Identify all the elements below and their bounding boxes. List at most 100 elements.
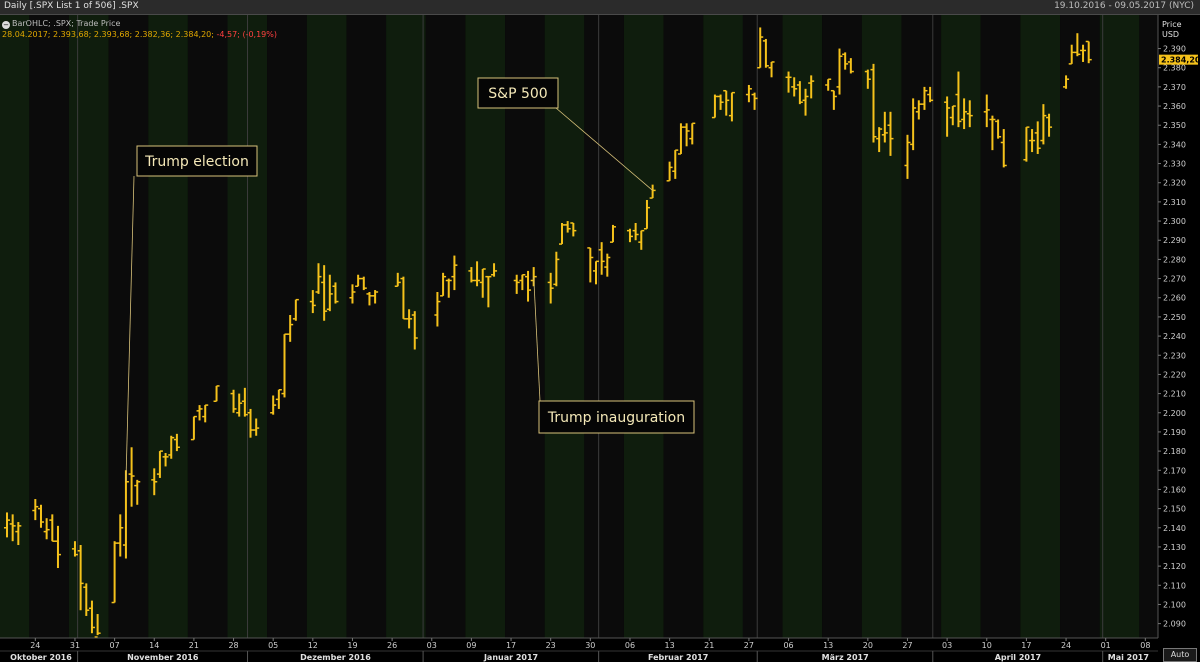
ohlc-bar[interactable] xyxy=(717,94,724,110)
ohlc-bar[interactable] xyxy=(128,447,135,507)
ohlc-bar[interactable] xyxy=(983,94,990,128)
ohlc-bar[interactable] xyxy=(830,89,837,110)
ohlc-bar[interactable] xyxy=(881,111,888,143)
ohlc-bar[interactable] xyxy=(802,88,809,116)
ohlc-bar[interactable] xyxy=(1080,44,1087,62)
ohlc-bar[interactable] xyxy=(638,229,645,250)
ohlc-bar[interactable] xyxy=(292,298,299,321)
ohlc-bar[interactable] xyxy=(71,541,78,557)
ohlc-bar[interactable] xyxy=(808,75,815,99)
ohlc-bar[interactable] xyxy=(989,115,996,151)
ohlc-bar[interactable] xyxy=(711,94,718,119)
ohlc-bar[interactable] xyxy=(406,309,413,329)
ohlc-bar[interactable] xyxy=(355,274,362,287)
ohlc-bar[interactable] xyxy=(598,242,605,275)
ohlc-bar[interactable] xyxy=(321,265,328,321)
ohlc-bar[interactable] xyxy=(43,518,50,540)
ohlc-bar[interactable] xyxy=(202,404,209,423)
ohlc-bar[interactable] xyxy=(485,275,492,308)
ohlc-bar[interactable] xyxy=(394,272,401,287)
ohlc-bar[interactable] xyxy=(1085,40,1092,64)
ohlc-bar[interactable] xyxy=(111,541,118,604)
ohlc-bar[interactable] xyxy=(49,514,56,542)
ohlc-bar[interactable] xyxy=(151,468,158,496)
ohlc-bar[interactable] xyxy=(836,48,843,95)
ohlc-bar[interactable] xyxy=(519,273,526,291)
ohlc-bar[interactable] xyxy=(1068,44,1075,65)
ohlc-bar[interactable] xyxy=(723,89,730,116)
ohlc-bar[interactable] xyxy=(672,149,679,179)
ohlc-bar[interactable] xyxy=(745,84,752,103)
ohlc-bar[interactable] xyxy=(570,222,577,237)
ohlc-bar[interactable] xyxy=(445,278,452,298)
ohlc-bar[interactable] xyxy=(864,69,871,89)
ohlc-bar[interactable] xyxy=(54,525,61,569)
ohlc-bar[interactable] xyxy=(910,98,917,151)
ohlc-bar[interactable] xyxy=(287,314,294,342)
ohlc-bar[interactable] xyxy=(190,415,197,441)
ohlc-bar[interactable] xyxy=(275,389,282,409)
ohlc-bar[interactable] xyxy=(491,263,498,277)
ohlc-bar[interactable] xyxy=(468,267,475,283)
auto-scale-button[interactable]: Auto xyxy=(1163,648,1197,662)
ohlc-bar[interactable] xyxy=(411,311,418,350)
ohlc-bar[interactable] xyxy=(757,27,764,69)
ohlc-bar[interactable] xyxy=(587,247,594,283)
ohlc-bar[interactable] xyxy=(1046,113,1053,137)
ohlc-bar[interactable] xyxy=(842,52,849,70)
ohlc-bar[interactable] xyxy=(88,600,95,634)
ohlc-bar[interactable] xyxy=(632,222,639,241)
ohlc-bar[interactable] xyxy=(372,290,379,304)
ohlc-bar[interactable] xyxy=(847,58,854,74)
ohlc-bar[interactable] xyxy=(83,583,90,616)
ohlc-bar[interactable] xyxy=(479,268,486,298)
collapse-icon[interactable]: − xyxy=(2,21,10,29)
ohlc-bar[interactable] xyxy=(870,63,877,143)
ohlc-bar[interactable] xyxy=(955,71,962,128)
ohlc-bar[interactable] xyxy=(944,96,951,137)
ohlc-bar[interactable] xyxy=(547,272,554,304)
ohlc-bar[interactable] xyxy=(281,333,288,398)
ohlc-bar[interactable] xyxy=(241,387,248,417)
ohlc-bar[interactable] xyxy=(1029,129,1036,153)
ohlc-bar[interactable] xyxy=(796,81,803,105)
ohlc-bar[interactable] xyxy=(961,98,968,130)
ohlc-bar[interactable] xyxy=(1063,75,1070,89)
ohlc-bar[interactable] xyxy=(626,228,633,243)
ohlc-bar[interactable] xyxy=(37,504,44,528)
ohlc-bar[interactable] xyxy=(677,123,684,155)
ohlc-bar[interactable] xyxy=(349,284,356,304)
ohlc-bar[interactable] xyxy=(1023,126,1030,162)
ohlc-bar[interactable] xyxy=(122,470,129,559)
ohlc-bar[interactable] xyxy=(360,276,367,291)
ohlc-bar[interactable] xyxy=(791,77,798,97)
ohlc-bar[interactable] xyxy=(77,545,84,611)
ohlc-bar[interactable] xyxy=(400,276,407,320)
ohlc-bar[interactable] xyxy=(236,393,243,417)
ohlc-bar[interactable] xyxy=(196,405,203,421)
ohlc-bar[interactable] xyxy=(309,290,316,314)
ohlc-bar[interactable] xyxy=(434,291,441,327)
ohlc-bar[interactable] xyxy=(332,282,339,304)
ohlc-bar[interactable] xyxy=(94,614,101,638)
ohlc-bar[interactable] xyxy=(15,522,22,546)
ohlc-bar[interactable] xyxy=(876,127,883,153)
ohlc-bar[interactable] xyxy=(117,514,124,557)
ohlc-bar[interactable] xyxy=(609,224,616,243)
ohlc-bar[interactable] xyxy=(921,86,928,110)
ohlc-bar[interactable] xyxy=(315,263,322,294)
ohlc-bar[interactable] xyxy=(683,123,690,147)
ohlc-bar[interactable] xyxy=(643,199,650,230)
ohlc-bar[interactable] xyxy=(168,435,175,459)
ohlc-bar[interactable] xyxy=(474,261,481,287)
ohlc-bar[interactable] xyxy=(966,100,973,128)
ohlc-bar[interactable] xyxy=(762,38,769,68)
ohlc-bar[interactable] xyxy=(213,385,220,403)
ohlc-bar[interactable] xyxy=(592,260,599,285)
ohlc-bar[interactable] xyxy=(768,61,775,78)
ohlc-bar[interactable] xyxy=(366,291,373,306)
ohlc-bar[interactable] xyxy=(253,418,260,436)
ohlc-bar[interactable] xyxy=(173,433,180,452)
ohlc-bar[interactable] xyxy=(326,274,333,312)
